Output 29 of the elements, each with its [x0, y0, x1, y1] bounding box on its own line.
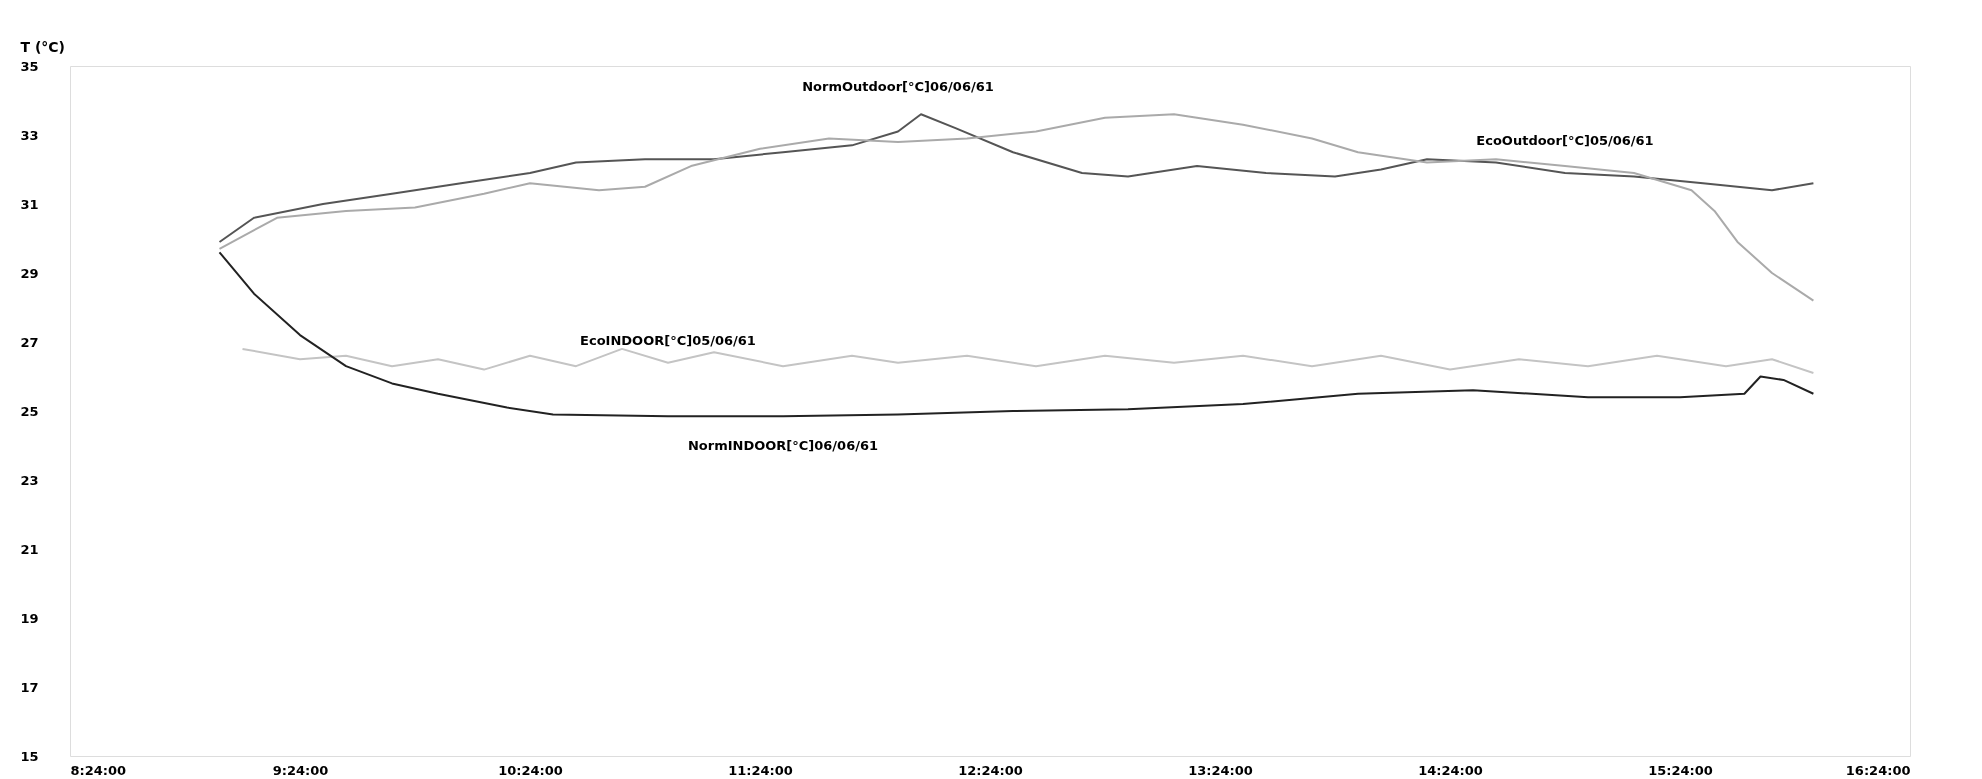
x-tick-label: 14:24:00: [1418, 762, 1483, 778]
series-label: NormINDOOR[°C]06/06/61: [687, 438, 879, 454]
y-tick-label: 31: [20, 196, 39, 212]
y-tick-label: 29: [20, 265, 39, 281]
series-label: EcoINDOOR[°C]05/06/61: [580, 332, 756, 348]
y-axis-title: T (°C): [20, 38, 65, 55]
text: NormOutdoor[°C]06/06/61: [802, 78, 994, 94]
line-series: [218, 251, 1815, 418]
x-tick-label: 12:24:00: [958, 762, 1023, 778]
line-series: [218, 113, 1815, 302]
x-tick-label: 9:24:00: [272, 762, 329, 778]
x-tick-label: 13:24:00: [1188, 762, 1253, 778]
y-tick-label: 21: [20, 541, 39, 557]
x-tick-label: 8:24:00: [70, 762, 127, 778]
y-tick-label: 25: [20, 403, 39, 419]
y-tick-label: 27: [20, 334, 39, 350]
x-tick-label: 11:24:00: [728, 762, 793, 778]
y-tick-label: 19: [20, 610, 39, 626]
y-tick-label: 23: [20, 472, 39, 488]
x-tick-label: 15:24:00: [1648, 762, 1713, 778]
y-tick-label: 17: [20, 679, 39, 695]
line-series: [218, 113, 1815, 243]
line-series: [241, 347, 1815, 375]
x-tick-label: 16:24:00: [1845, 762, 1911, 778]
y-tick-label: 33: [20, 127, 39, 143]
x-tick-label: 10:24:00: [498, 762, 563, 778]
y-tick-label: 15: [20, 748, 39, 764]
series-label: EcoOutdoor[°C]05/06/61: [1476, 133, 1654, 149]
y-tick-label: 35: [20, 58, 39, 74]
